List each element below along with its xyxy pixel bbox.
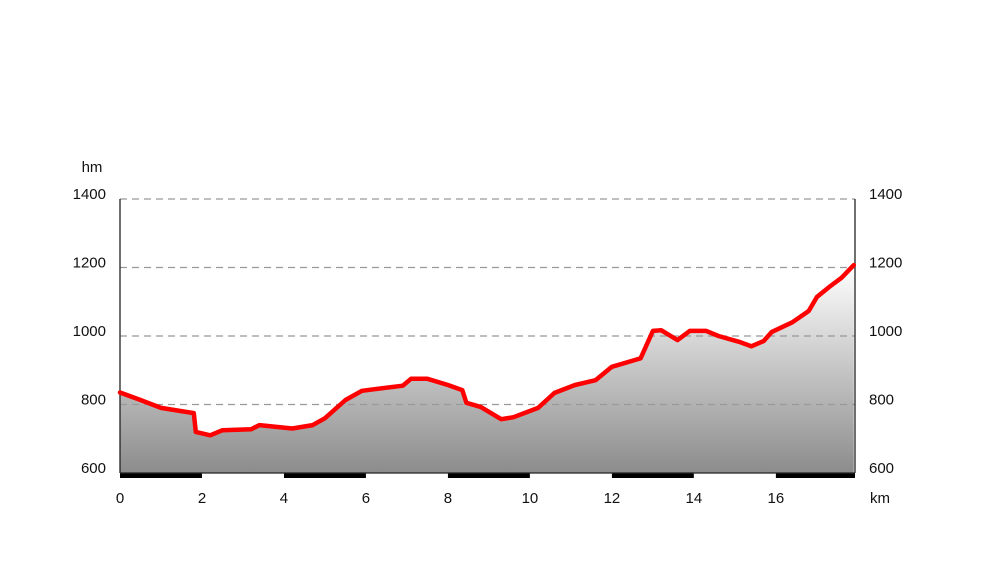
x-tick-label: 16 <box>768 490 785 507</box>
y-tick-label: 800 <box>81 391 106 408</box>
y-tick-label: 600 <box>81 460 106 477</box>
scale-segment <box>283 473 366 478</box>
scale-segment <box>529 473 612 478</box>
y2-tick-label: 800 <box>869 391 894 408</box>
scale-segment <box>693 473 776 478</box>
y2-tick-label: 600 <box>869 460 894 477</box>
elevation-line <box>117 262 857 438</box>
x-tick-label: 14 <box>686 490 703 507</box>
x-tick-label: 6 <box>362 490 370 507</box>
x-tick-label: 8 <box>444 490 452 507</box>
y2-tick-label: 1200 <box>869 254 902 271</box>
y2-tick-label: 1000 <box>869 323 902 340</box>
scale-segment <box>611 473 694 478</box>
scale-segment <box>120 473 202 478</box>
y-tick-label: 1400 <box>73 186 106 203</box>
y-axis-label: hm <box>82 159 103 176</box>
y-tick-label: 1200 <box>73 254 106 271</box>
scale-segment <box>447 473 530 478</box>
area <box>120 265 854 473</box>
y-tick-label: 1000 <box>73 323 106 340</box>
scale-segment <box>775 473 855 478</box>
scale-segment <box>365 473 448 478</box>
y2-tick-label: 1400 <box>869 186 902 203</box>
scale-segment <box>201 473 284 478</box>
x-tick-label: 10 <box>522 490 539 507</box>
x-tick-label: 12 <box>604 490 621 507</box>
x-tick-label: 0 <box>116 490 124 507</box>
x-tick-label: 4 <box>280 490 288 507</box>
x-axis-label: km <box>870 490 890 507</box>
x-tick-label: 2 <box>198 490 206 507</box>
